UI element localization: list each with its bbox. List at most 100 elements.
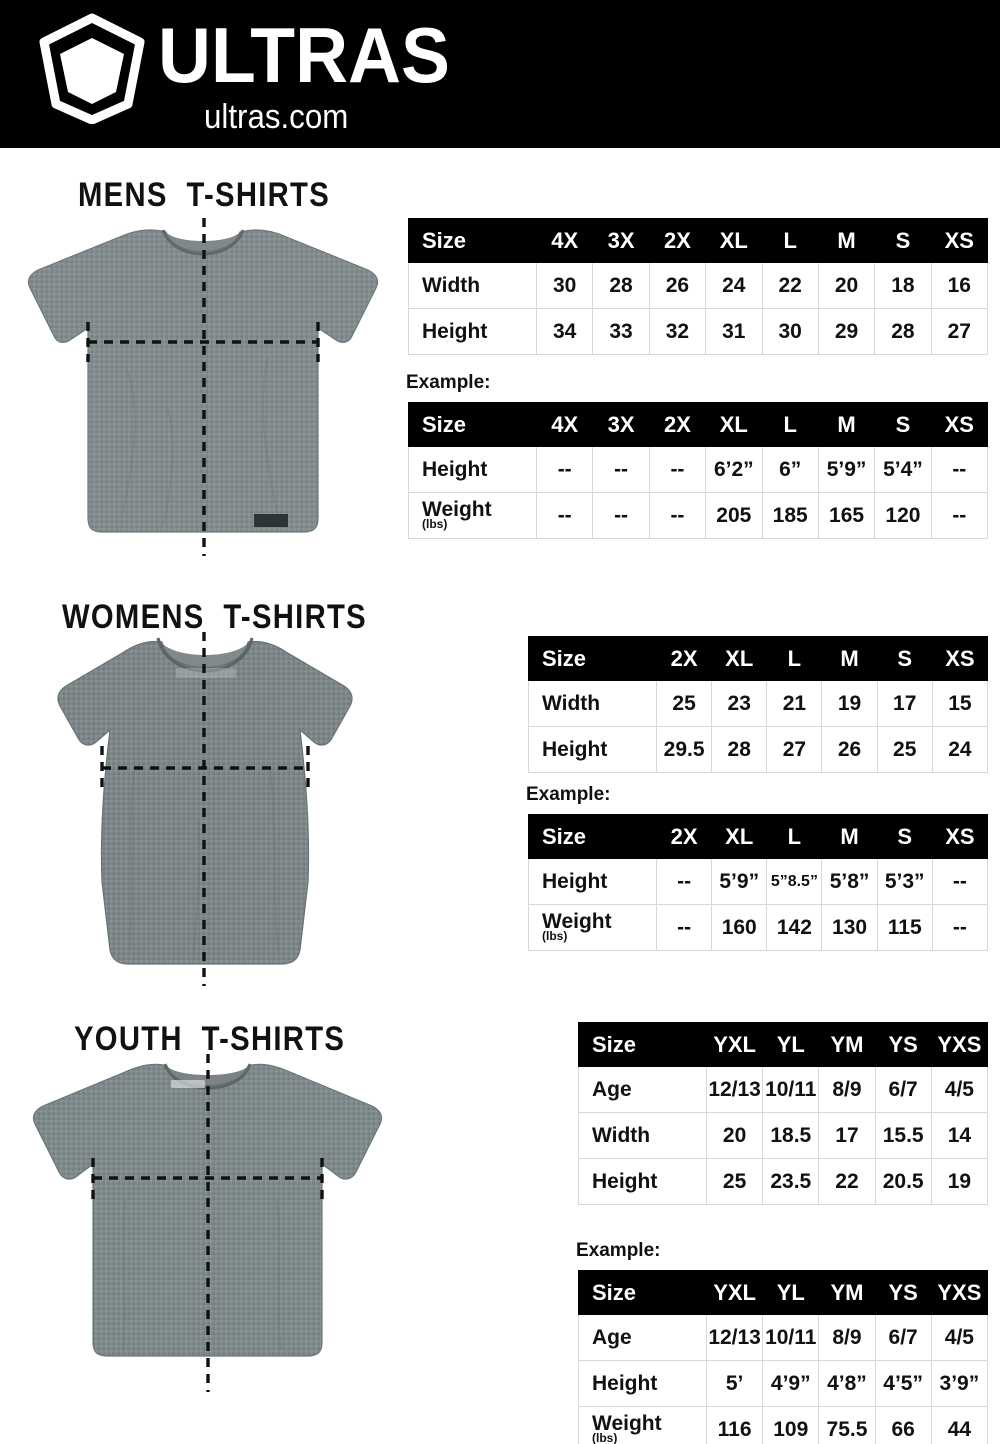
mens-example-table: Size 4X 3X 2X XL L M S XS Height -- -- -- 6’2” 6” 5’9”…	[408, 402, 989, 539]
column-header-xl: XL	[711, 814, 768, 859]
column-header-s: S	[874, 218, 932, 263]
column-header-2x: 2X	[655, 636, 713, 681]
column-header-yxs: YXS	[930, 1022, 989, 1067]
measure-lines	[91, 1054, 324, 1392]
table-row: Age 12/13 10/11 8/9 6/7 4/5	[578, 1066, 989, 1113]
table-cell: 15	[931, 680, 989, 727]
table-cell: 22	[818, 1158, 876, 1205]
row-label-weight: Weight (lbs)	[528, 904, 657, 951]
column-header-xs: XS	[930, 218, 989, 263]
table-cell: 25	[705, 1158, 764, 1205]
table-cell: 4’9”	[762, 1360, 820, 1407]
table-cell: 14	[930, 1112, 989, 1159]
table-cell: 10/11	[762, 1314, 820, 1361]
table-cell: 205	[705, 492, 763, 539]
table-cell: 120	[874, 492, 932, 539]
row-label-weight: Weight (lbs)	[578, 1406, 707, 1444]
row-label-width: Width	[578, 1112, 707, 1159]
column-header-3x: 3X	[592, 402, 650, 447]
brand-header: ULTRAS ultras.com	[0, 0, 1000, 148]
table-cell: 29	[817, 308, 876, 355]
table-cell: 12/13	[705, 1066, 764, 1113]
column-header-xs: XS	[930, 402, 989, 447]
table-row: Height 5’ 4’9” 4’8” 4’5” 3’9”	[578, 1360, 989, 1407]
table-cell: 165	[817, 492, 876, 539]
table-cell: --	[535, 446, 594, 493]
column-header-m: M	[817, 402, 876, 447]
column-header-2x: 2X	[648, 218, 707, 263]
table-cell: 28	[592, 262, 650, 309]
brand-name: ULTRAS	[158, 11, 450, 99]
table-row: Width 20 18.5 17 15.5 14	[578, 1112, 989, 1159]
youth-tshirt-photo	[25, 1050, 390, 1395]
table-cell: 30	[535, 262, 594, 309]
table-cell: --	[931, 858, 989, 905]
table-cell: 6’2”	[705, 446, 763, 493]
column-header-xs: XS	[931, 636, 989, 681]
row-label-weight: Weight (lbs)	[408, 492, 537, 539]
table-cell: 20.5	[874, 1158, 932, 1205]
table-cell: 26	[821, 726, 878, 773]
column-header-m: M	[817, 218, 876, 263]
column-header-m: M	[821, 636, 878, 681]
youth-example-table: Size YXL YL YM YS YXS Age 12/13 10/11 8/9 6/7 4/5 H…	[578, 1270, 989, 1444]
mens-size-table: Size 4X 3X 2X XL L M S XS Width 30 28 26 24 22 20 18 16 H…	[408, 218, 989, 355]
table-cell: 5’9”	[817, 446, 876, 493]
table-cell: --	[592, 446, 650, 493]
column-header-s: S	[876, 814, 933, 859]
table-cell: 33	[592, 308, 650, 355]
table-cell: 5’	[705, 1360, 764, 1407]
table-cell: --	[655, 858, 713, 905]
table-cell: 17	[876, 680, 933, 727]
table-cell: 30	[761, 308, 819, 355]
row-label-age: Age	[578, 1066, 707, 1113]
womens-size-table: Size 2X XL L M S XS Width 25 23 21 19 17 15 Height 29.…	[528, 636, 989, 773]
table-cell: 25	[876, 726, 933, 773]
table-cell: 21	[766, 680, 823, 727]
table-cell: 6”	[761, 446, 819, 493]
column-header-l: L	[761, 402, 819, 447]
brand-lockup: ULTRAS ultras.com	[36, 12, 469, 134]
column-header-size: Size	[408, 218, 537, 263]
column-header-m: M	[821, 814, 878, 859]
section-title-womens: WOMENS T-SHIRTS	[62, 598, 367, 636]
table-row: Height 34 33 32 31 30 29 28 27	[408, 308, 989, 355]
table-header-row: Size 4X 3X 2X XL L M S XS	[408, 218, 989, 263]
table-row: Height 29.5 28 27 26 25 24	[528, 726, 989, 773]
column-header-size: Size	[578, 1270, 707, 1315]
table-cell: 26	[648, 262, 707, 309]
table-cell: 15.5	[874, 1112, 932, 1159]
section-title-mens: MENS T-SHIRTS	[78, 176, 331, 214]
table-row: Weight (lbs) -- 160 142 130 115 --	[528, 904, 989, 951]
table-cell: 28	[711, 726, 768, 773]
table-cell: 4’8”	[818, 1360, 876, 1407]
row-label-width: Width	[408, 262, 537, 309]
table-cell: 20	[817, 262, 876, 309]
column-header-4x: 4X	[535, 218, 594, 263]
column-header-ym: YM	[818, 1270, 876, 1315]
table-cell: 4/5	[930, 1314, 989, 1361]
table-header-row: Size 4X 3X 2X XL L M S XS	[408, 402, 989, 447]
column-header-xl: XL	[705, 218, 763, 263]
mens-tshirt-photo	[18, 218, 388, 556]
row-label-width: Width	[528, 680, 657, 727]
table-header-row: Size YXL YL YM YS YXS	[578, 1270, 989, 1315]
measure-lines	[100, 632, 310, 986]
table-cell: 10/11	[762, 1066, 820, 1113]
measure-lines	[86, 218, 320, 556]
table-row: Age 12/13 10/11 8/9 6/7 4/5	[578, 1314, 989, 1361]
column-header-l: L	[761, 218, 819, 263]
table-cell: 28	[874, 308, 932, 355]
column-header-size: Size	[408, 402, 537, 447]
row-label-height: Height	[408, 308, 537, 355]
row-label-height: Height	[528, 858, 657, 905]
table-cell: --	[930, 492, 989, 539]
table-header-row: Size 2X XL L M S XS	[528, 814, 989, 859]
table-cell: 116	[705, 1406, 764, 1444]
table-cell: 75.5	[818, 1406, 876, 1444]
column-header-xs: XS	[931, 814, 989, 859]
table-cell: --	[592, 492, 650, 539]
table-cell: 25	[655, 680, 713, 727]
column-header-4x: 4X	[535, 402, 594, 447]
